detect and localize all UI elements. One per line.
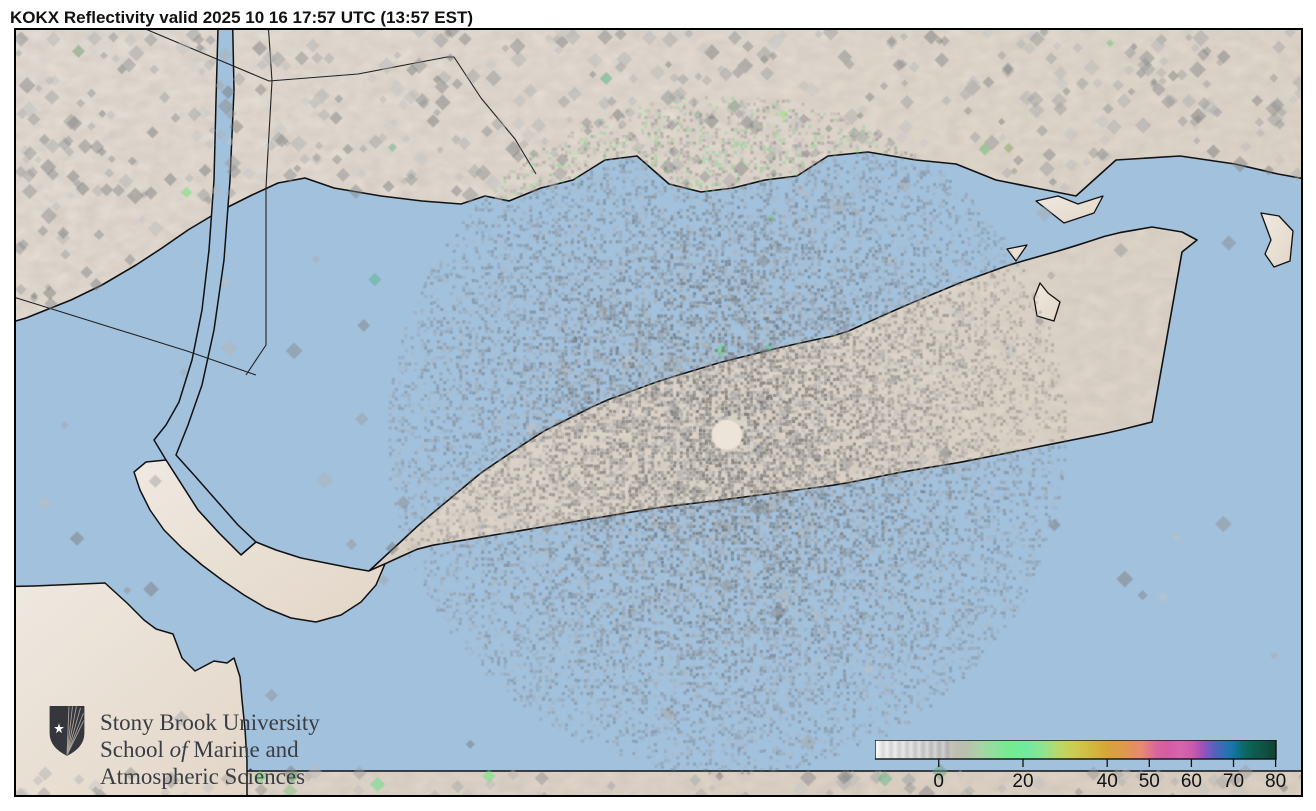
svg-text:70: 70 (1223, 771, 1244, 792)
svg-text:60: 60 (1181, 771, 1202, 792)
svg-text:80: 80 (1265, 771, 1286, 792)
svg-text:40: 40 (1097, 771, 1118, 792)
svg-text:0: 0 (933, 771, 944, 792)
svg-text:50: 50 (1139, 771, 1160, 792)
svg-text:20: 20 (1012, 771, 1033, 792)
